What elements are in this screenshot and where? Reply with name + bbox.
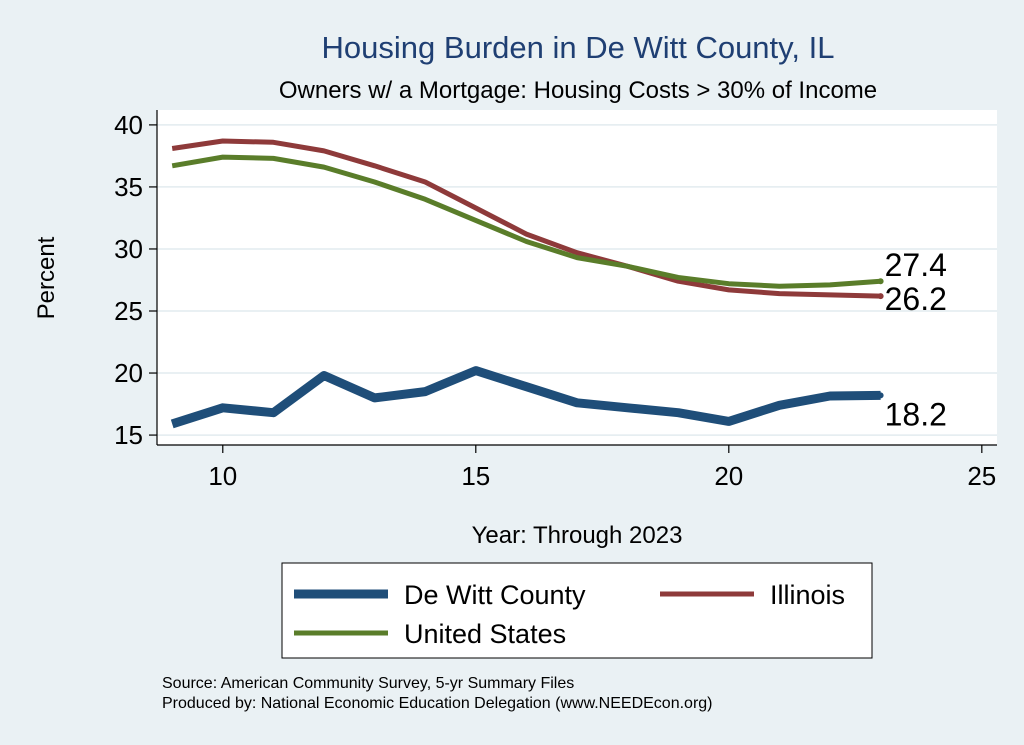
series-line-illinois — [171, 138, 881, 299]
x-tick-label: 15 — [461, 461, 490, 491]
x-tick-label: 25 — [967, 461, 996, 491]
y-tick-label: 20 — [114, 358, 143, 388]
source-line: Source: American Community Survey, 5-yr … — [162, 675, 574, 692]
tick-labels: 15 20 25 30 35 40 10 15 20 25 — [114, 110, 996, 491]
chart-title: Housing Burden in De Witt County, IL — [322, 30, 835, 65]
end-point-de-witt-county — [877, 392, 884, 399]
plot-area — [157, 110, 997, 445]
x-tick-label: 10 — [208, 461, 237, 491]
y-tick-label: 35 — [114, 172, 143, 202]
legend-label-united-states: United States — [404, 619, 566, 649]
end-label-illinois: 26.2 — [885, 281, 947, 317]
chart-subtitle: Owners w/ a Mortgage: Housing Costs > 30… — [279, 77, 877, 104]
y-tick-label: 40 — [114, 110, 143, 140]
series-lines — [170, 138, 884, 429]
legend: De Witt County Illinois United States — [281, 562, 873, 659]
end-label-united-states: 27.4 — [885, 247, 947, 283]
legend-label-illinois: Illinois — [770, 580, 845, 610]
series-line-united-states — [171, 154, 881, 289]
legend-label-de-witt-county: De Witt County — [404, 580, 586, 610]
axes — [149, 110, 997, 453]
y-tick-label: 30 — [114, 234, 143, 264]
end-point-illinois — [877, 293, 884, 300]
x-tick-label: 20 — [714, 461, 743, 491]
end-point-united-states — [877, 278, 884, 285]
legend-box — [281, 562, 873, 659]
gridlines — [157, 124, 997, 436]
x-axis-label: Year: Through 2023 — [472, 522, 683, 549]
y-axis-label: Percent — [33, 236, 60, 319]
end-label-de-witt-county: 18.2 — [885, 396, 947, 432]
y-tick-label: 15 — [114, 420, 143, 450]
produced-by-line: Produced by: National Economic Education… — [162, 695, 713, 712]
y-tick-label: 25 — [114, 296, 143, 326]
end-labels: 18.2 26.227.4 — [885, 247, 947, 432]
series-line-de-witt-county — [170, 366, 881, 429]
